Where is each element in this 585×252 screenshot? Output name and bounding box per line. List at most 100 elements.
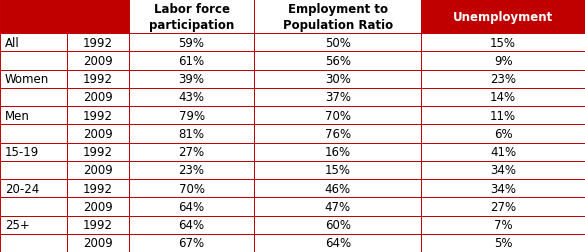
- Text: 47%: 47%: [325, 200, 351, 213]
- Bar: [0, 161, 67, 179]
- Bar: [421, 143, 585, 161]
- Text: 14%: 14%: [490, 91, 516, 104]
- Bar: [67, 143, 129, 161]
- Bar: [0, 143, 67, 161]
- Text: All: All: [5, 37, 19, 50]
- Bar: [254, 34, 421, 52]
- Bar: [129, 179, 254, 198]
- Bar: [421, 198, 585, 216]
- Text: 34%: 34%: [490, 164, 516, 177]
- Text: 81%: 81%: [178, 128, 205, 140]
- Bar: [254, 52, 421, 70]
- Bar: [254, 125, 421, 143]
- Bar: [0, 198, 67, 216]
- Bar: [254, 70, 421, 88]
- Text: 43%: 43%: [178, 91, 205, 104]
- Text: 6%: 6%: [494, 128, 512, 140]
- Bar: [254, 216, 421, 234]
- Text: 39%: 39%: [178, 73, 205, 86]
- Bar: [0, 88, 67, 107]
- Text: 34%: 34%: [490, 182, 516, 195]
- Bar: [67, 234, 129, 252]
- Bar: [67, 161, 129, 179]
- Bar: [421, 0, 585, 34]
- Bar: [421, 88, 585, 107]
- Text: 37%: 37%: [325, 91, 351, 104]
- Text: 1992: 1992: [83, 109, 113, 122]
- Text: 15%: 15%: [490, 37, 516, 50]
- Bar: [254, 88, 421, 107]
- Text: 9%: 9%: [494, 55, 512, 68]
- Text: 41%: 41%: [490, 146, 516, 159]
- Text: 67%: 67%: [178, 236, 205, 249]
- Bar: [0, 125, 67, 143]
- Text: 27%: 27%: [490, 200, 516, 213]
- Bar: [0, 216, 67, 234]
- Bar: [421, 216, 585, 234]
- Text: 16%: 16%: [325, 146, 351, 159]
- Bar: [67, 125, 129, 143]
- Text: Women: Women: [5, 73, 49, 86]
- Text: 2009: 2009: [83, 164, 113, 177]
- Bar: [254, 0, 421, 34]
- Text: 1992: 1992: [83, 37, 113, 50]
- Bar: [0, 179, 67, 198]
- Bar: [254, 179, 421, 198]
- Text: 1992: 1992: [83, 218, 113, 231]
- Bar: [129, 198, 254, 216]
- Text: 2009: 2009: [83, 128, 113, 140]
- Bar: [421, 179, 585, 198]
- Bar: [254, 107, 421, 125]
- Bar: [0, 0, 67, 34]
- Bar: [129, 34, 254, 52]
- Text: 61%: 61%: [178, 55, 205, 68]
- Text: 23%: 23%: [178, 164, 205, 177]
- Text: 46%: 46%: [325, 182, 351, 195]
- Text: 15%: 15%: [325, 164, 351, 177]
- Bar: [421, 34, 585, 52]
- Text: 1992: 1992: [83, 182, 113, 195]
- Bar: [129, 161, 254, 179]
- Text: 64%: 64%: [178, 218, 205, 231]
- Bar: [254, 143, 421, 161]
- Bar: [0, 234, 67, 252]
- Text: Unemployment: Unemployment: [453, 11, 553, 23]
- Text: Labor force
participation: Labor force participation: [149, 3, 234, 32]
- Bar: [129, 143, 254, 161]
- Bar: [254, 161, 421, 179]
- Bar: [0, 52, 67, 70]
- Bar: [67, 107, 129, 125]
- Bar: [67, 52, 129, 70]
- Text: 2009: 2009: [83, 55, 113, 68]
- Bar: [254, 234, 421, 252]
- Bar: [129, 216, 254, 234]
- Text: 25+: 25+: [5, 218, 29, 231]
- Text: Employment to
Population Ratio: Employment to Population Ratio: [283, 3, 393, 32]
- Text: 56%: 56%: [325, 55, 351, 68]
- Bar: [67, 88, 129, 107]
- Text: 2009: 2009: [83, 236, 113, 249]
- Bar: [129, 125, 254, 143]
- Bar: [421, 161, 585, 179]
- Text: 2009: 2009: [83, 91, 113, 104]
- Text: 2009: 2009: [83, 200, 113, 213]
- Text: 64%: 64%: [178, 200, 205, 213]
- Bar: [421, 125, 585, 143]
- Bar: [421, 70, 585, 88]
- Text: 11%: 11%: [490, 109, 516, 122]
- Bar: [421, 52, 585, 70]
- Bar: [129, 88, 254, 107]
- Text: 15-19: 15-19: [5, 146, 39, 159]
- Bar: [254, 198, 421, 216]
- Text: 64%: 64%: [325, 236, 351, 249]
- Text: 5%: 5%: [494, 236, 512, 249]
- Text: 20-24: 20-24: [5, 182, 39, 195]
- Text: 59%: 59%: [178, 37, 205, 50]
- Bar: [129, 52, 254, 70]
- Text: 70%: 70%: [178, 182, 205, 195]
- Text: 70%: 70%: [325, 109, 351, 122]
- Text: 23%: 23%: [490, 73, 516, 86]
- Text: Men: Men: [5, 109, 30, 122]
- Bar: [67, 70, 129, 88]
- Bar: [67, 34, 129, 52]
